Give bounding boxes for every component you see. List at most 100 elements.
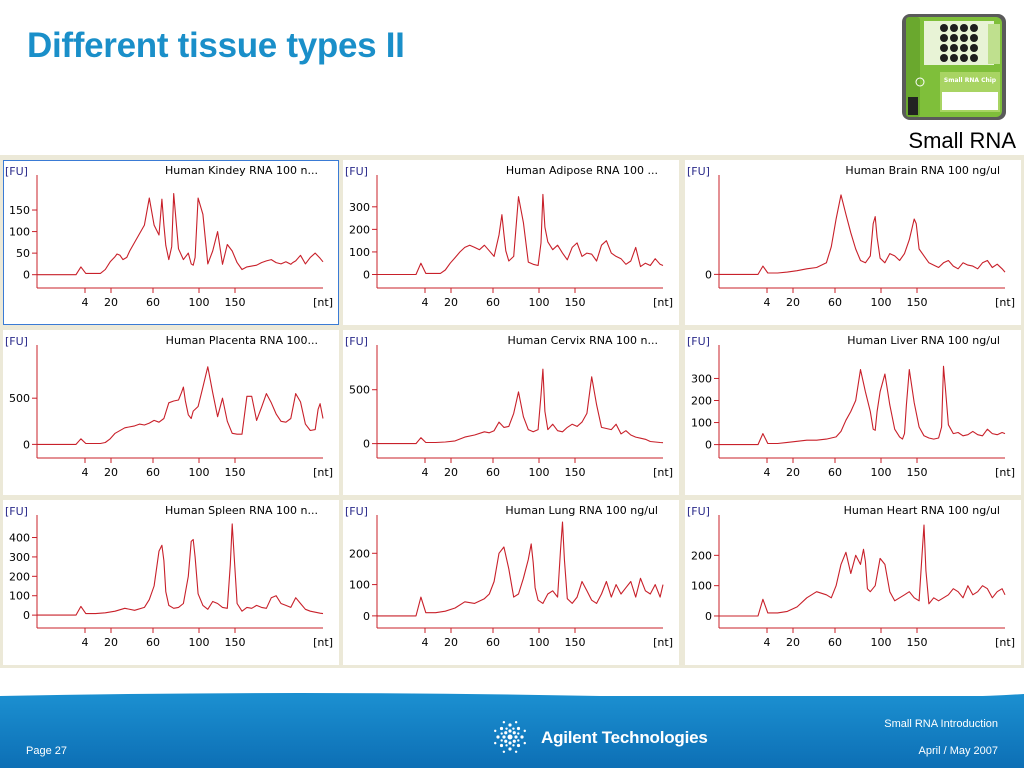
electropherogram-panel[interactable]: [FU] Human Cervix RNA 100 n... [nt] 0 500 4 20… [343,330,679,495]
slide-title: Different tissue types II [27,26,405,65]
footer-topic: Small RNA Introduction [884,718,998,730]
y-axis-label: [FU] [687,505,710,518]
y-tick-label: 300 [9,551,30,564]
y-tick-label: 50 [16,247,30,260]
small-rna-chip-image: Small RNA Chip [902,14,1006,120]
x-tick-label: 4 [82,296,89,309]
y-tick-label: 0 [363,268,370,281]
y-tick-label: 0 [23,269,30,282]
x-tick-label: 60 [828,466,842,479]
electropherogram-panel[interactable]: [FU] Human Heart RNA 100 ng/ul [nt] 0 100 200… [685,500,1021,665]
panel-title: Human Adipose RNA 100 ... [506,164,658,177]
y-tick-label: 0 [705,268,712,281]
x-tick-label: 100 [871,636,892,649]
page-number: Page 27 [26,745,67,757]
x-axis-label: [nt] [313,466,333,479]
y-tick-label: 300 [349,201,370,214]
x-tick-label: 60 [486,296,500,309]
x-axis-label: [nt] [653,466,673,479]
x-tick-label: 20 [786,466,800,479]
electropherogram-panel[interactable]: [FU] Human Spleen RNA 100 n... [nt] 0 100 200… [3,500,339,665]
y-tick-label: 300 [691,372,712,385]
y-tick-label: 100 [349,246,370,259]
electropherogram-svg: [FU] Human Adipose RNA 100 ... [nt] 0 100 200… [345,164,673,309]
x-tick-label: 100 [529,466,550,479]
electropherogram-trace [719,194,1006,275]
x-tick-label: 100 [189,296,210,309]
electropherogram-panel[interactable]: [FU] Human Lung RNA 100 ng/ul [nt] 0 100 200 4… [343,500,679,665]
x-tick-label: 4 [82,466,89,479]
x-tick-label: 4 [764,466,771,479]
y-tick-label: 0 [705,439,712,452]
y-tick-label: 0 [363,438,370,451]
panel-title: Human Kindey RNA 100 n... [165,164,318,177]
x-tick-label: 100 [529,636,550,649]
electropherogram-trace [719,524,1006,617]
y-axis-label: [FU] [5,165,28,178]
y-axis-label: [FU] [5,335,28,348]
y-tick-label: 150 [9,204,30,217]
company-name: Agilent Technologies [541,728,708,747]
y-tick-label: 400 [9,532,30,545]
panel-title: Human Lung RNA 100 ng/ul [505,504,658,517]
x-axis-label: [nt] [995,636,1015,649]
electropherogram-svg: [FU] Human Liver RNA 100 ng/ul [nt] 0 100 200… [687,334,1015,479]
electropherogram-svg: [FU] Human Lung RNA 100 ng/ul [nt] 0 100 200 4… [345,504,673,649]
x-tick-label: 150 [225,296,246,309]
y-tick-label: 200 [349,223,370,236]
y-axis-label: [FU] [687,165,710,178]
footer-bar [0,696,1024,768]
x-tick-label: 60 [486,466,500,479]
panel-title: Human Heart RNA 100 ng/ul [844,504,1000,517]
electropherogram-trace [377,521,664,617]
x-tick-label: 100 [871,296,892,309]
electropherogram-trace [37,366,324,445]
x-axis-label: [nt] [313,296,333,309]
electropherogram-grid: [FU] Human Kindey RNA 100 n... [nt] 0 50 100 1… [0,155,1024,668]
electropherogram-panel[interactable]: [FU] Human Brain RNA 100 ng/ul [nt] 0 4 20 60 1… [685,160,1021,325]
x-tick-label: 150 [907,296,928,309]
x-axis-label: [nt] [653,636,673,649]
y-axis-label: [FU] [5,505,28,518]
y-tick-label: 100 [9,226,30,239]
x-tick-label: 150 [565,466,586,479]
panel-title: Human Placenta RNA 100... [166,334,318,347]
x-tick-label: 100 [189,466,210,479]
x-tick-label: 100 [871,466,892,479]
x-tick-label: 60 [828,636,842,649]
x-tick-label: 4 [764,296,771,309]
y-tick-label: 200 [349,547,370,560]
agilent-spark-logo [494,721,526,753]
x-tick-label: 4 [422,296,429,309]
electropherogram-panel[interactable]: [FU] Human Adipose RNA 100 ... [nt] 0 100 200… [343,160,679,325]
electropherogram-panel[interactable]: [FU] Human Liver RNA 100 ng/ul [nt] 0 100 200… [685,330,1021,495]
x-tick-label: 150 [565,636,586,649]
x-tick-label: 4 [764,636,771,649]
electropherogram-panel[interactable]: [FU] Human Kindey RNA 100 n... [nt] 0 50 100 1… [3,160,339,325]
x-axis-label: [nt] [653,296,673,309]
y-tick-label: 0 [23,609,30,622]
y-tick-label: 100 [9,590,30,603]
x-tick-label: 60 [146,296,160,309]
x-tick-label: 20 [104,636,118,649]
chip-caption: Small RNA [908,128,1016,153]
x-tick-label: 60 [146,636,160,649]
y-tick-label: 0 [705,610,712,623]
x-tick-label: 60 [146,466,160,479]
x-tick-label: 150 [907,636,928,649]
panel-title: Human Spleen RNA 100 n... [165,504,318,517]
x-tick-label: 60 [828,296,842,309]
x-tick-label: 20 [104,466,118,479]
y-tick-label: 500 [349,384,370,397]
x-tick-label: 150 [565,296,586,309]
electropherogram-trace [37,523,324,616]
x-tick-label: 4 [422,636,429,649]
x-tick-label: 150 [225,636,246,649]
x-tick-label: 20 [444,466,458,479]
x-tick-label: 20 [444,636,458,649]
x-tick-label: 100 [189,636,210,649]
electropherogram-svg: [FU] Human Placenta RNA 100... [nt] 0 500 4 20… [5,334,333,479]
electropherogram-svg: [FU] Human Spleen RNA 100 n... [nt] 0 100 200… [5,504,333,649]
electropherogram-panel[interactable]: [FU] Human Placenta RNA 100... [nt] 0 500 4 20… [3,330,339,495]
y-tick-label: 200 [691,549,712,562]
